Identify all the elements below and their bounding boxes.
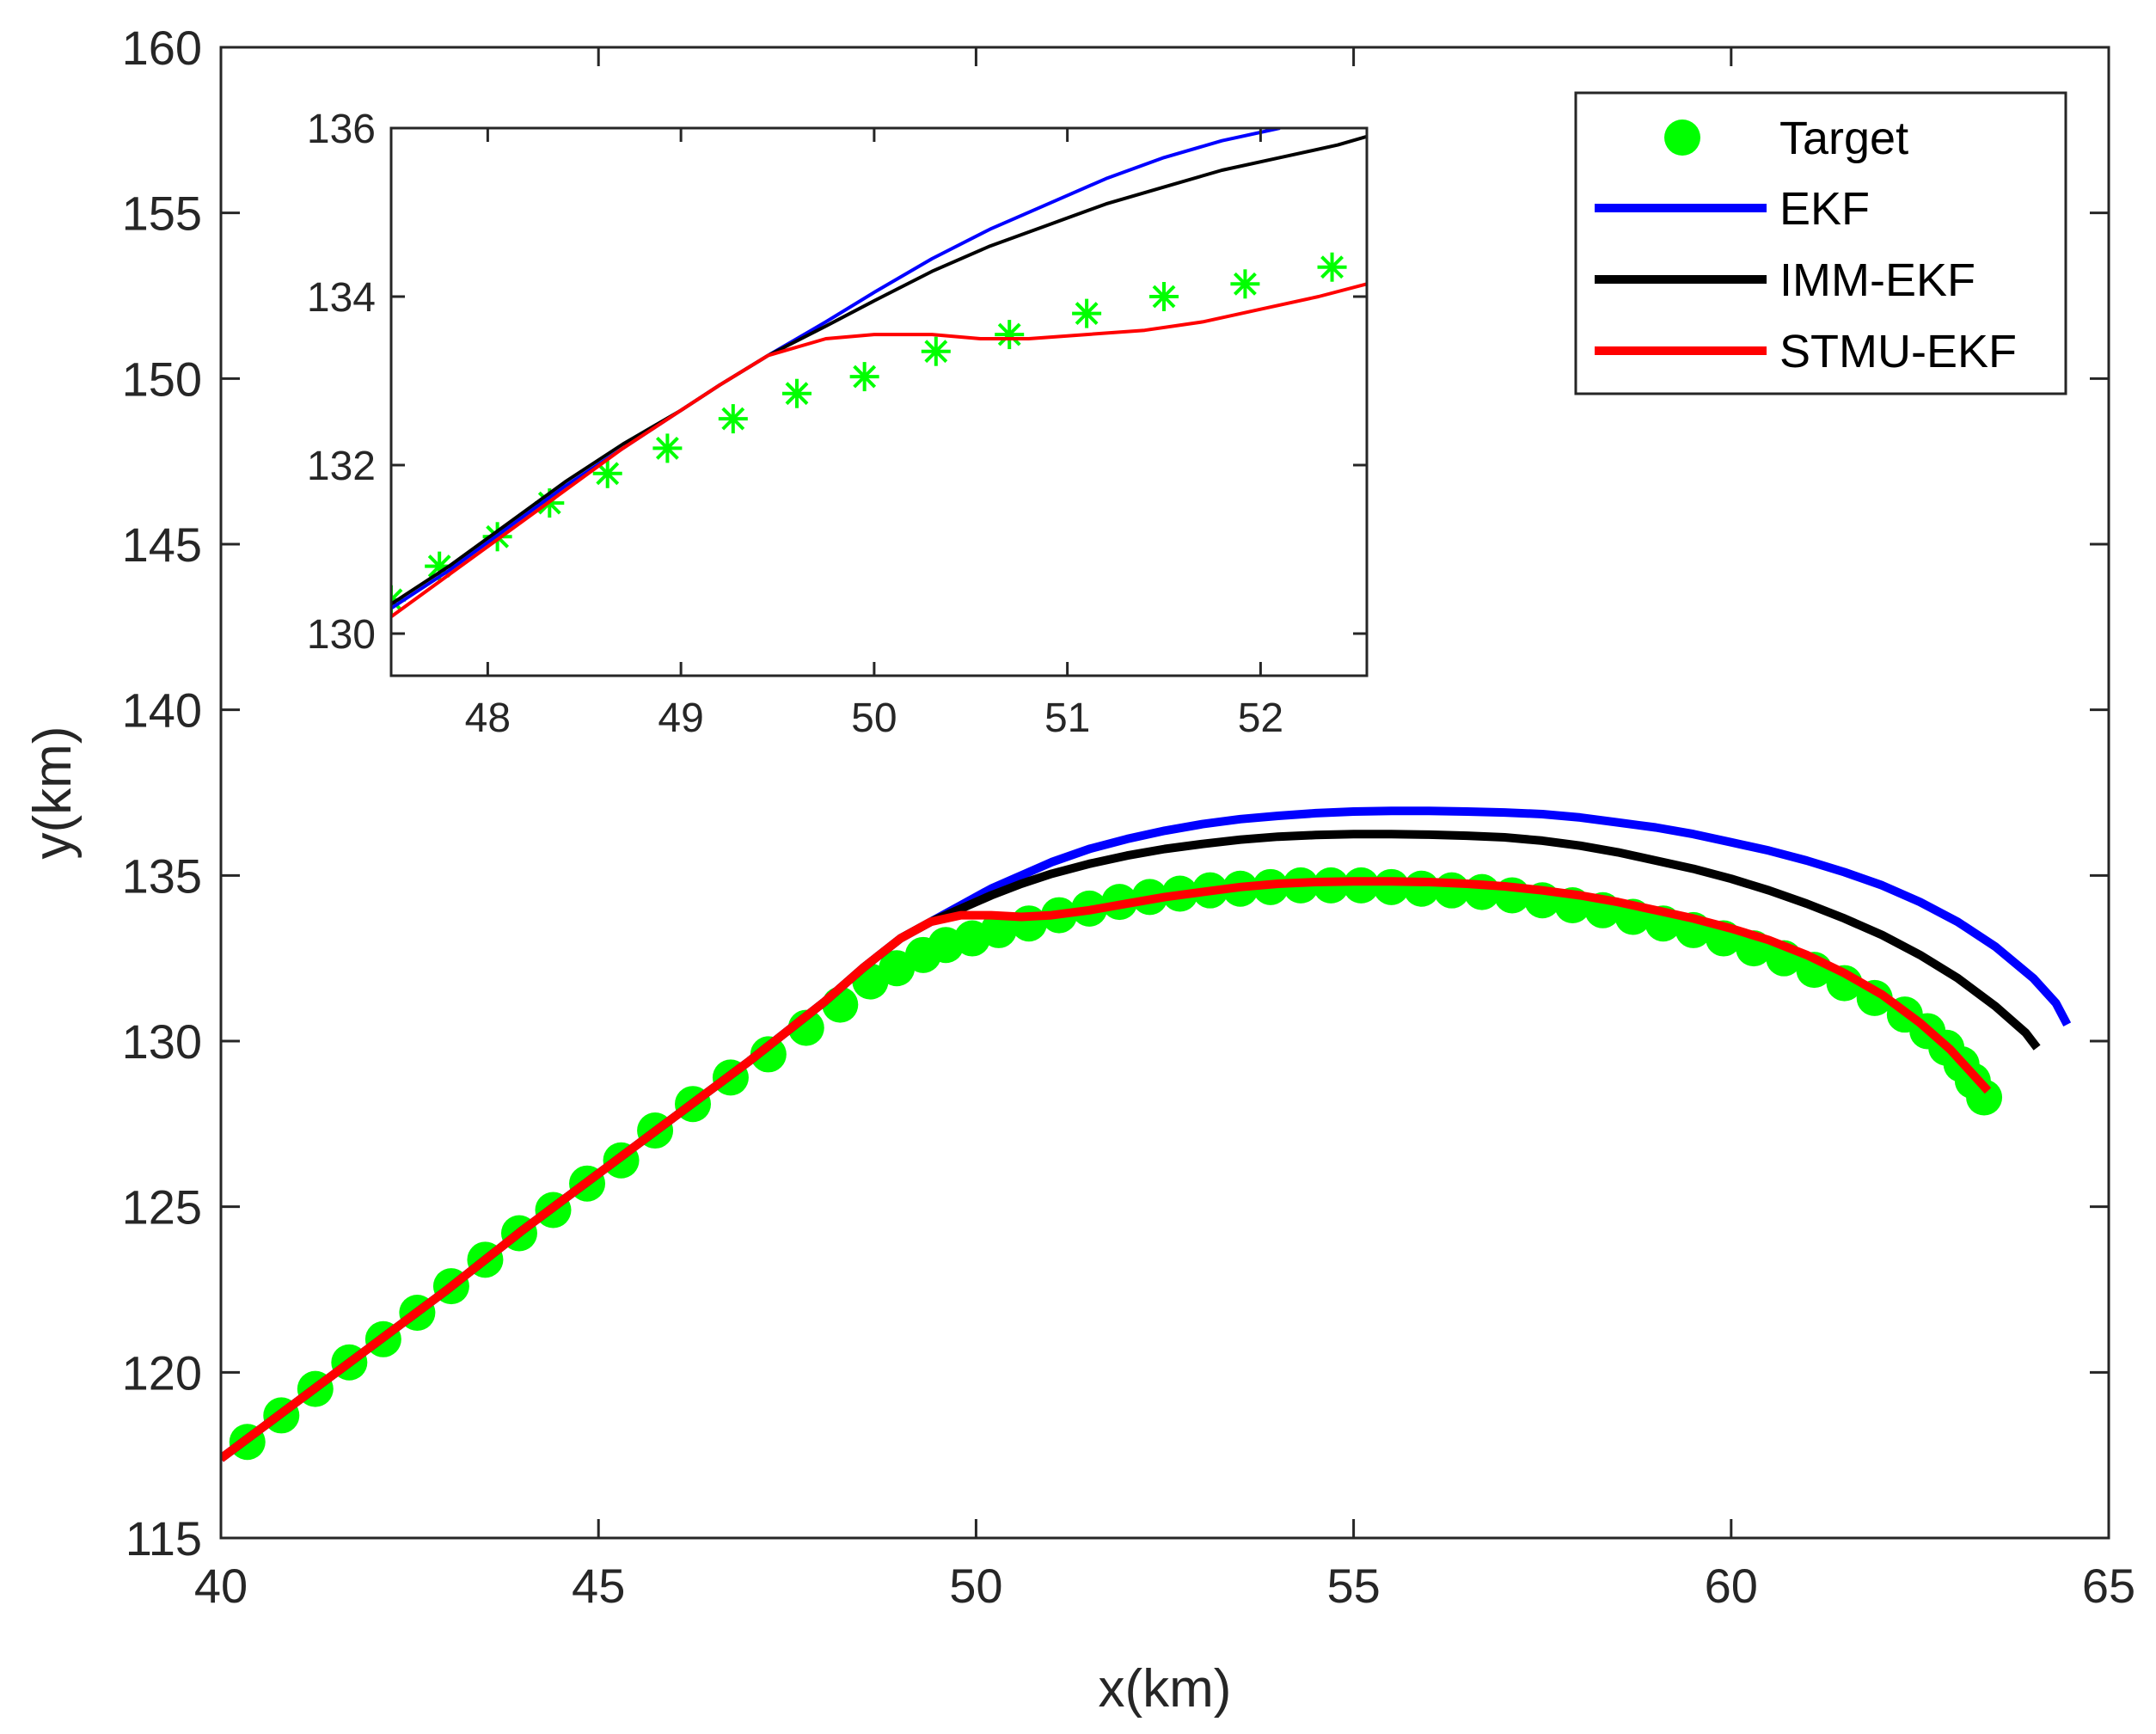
main-x-tick-label: 55	[1326, 1559, 1380, 1613]
inset-target-point	[592, 458, 622, 488]
inset-y-tick-label: 130	[307, 612, 376, 658]
legend-entry-imm-ekf: IMM-EKF	[1595, 254, 1975, 306]
main-x-tick-label: 60	[1705, 1559, 1758, 1613]
main-ticks-group: 40 45 50 55 60 65 115 120 125 130 135 140 145 150 155 1…	[122, 21, 2136, 1613]
x-axis-label: x(km)	[1099, 1659, 1232, 1719]
inset-x-tick-label: 50	[851, 695, 897, 741]
inset-series-group	[391, 128, 1367, 619]
legend-box	[1574, 91, 2067, 395]
inset-target-point-stroke	[924, 340, 948, 364]
inset-target-point-stroke	[997, 322, 1021, 346]
inset-y-tick-label: 136	[307, 107, 376, 152]
inset-target-point	[718, 404, 748, 434]
main-y-tick-label: 135	[122, 849, 202, 903]
legend-entry-target: Target	[1664, 113, 1908, 164]
inset-target-point-stroke	[1075, 302, 1099, 326]
legend-ekf-label: EKF	[1779, 183, 1870, 235]
inset-target-point-stroke	[391, 588, 403, 603]
inset-target-point-stroke	[1233, 272, 1257, 296]
main-target-point	[1010, 905, 1047, 942]
inset-target-point	[1149, 282, 1179, 311]
legend-stmu-ekf-label: STMU-EKF	[1779, 326, 2017, 377]
main-y-tick-label: 120	[122, 1345, 202, 1400]
main-series-stmu-ekf-line	[221, 877, 1992, 1462]
main-y-tick-label: 130	[122, 1014, 202, 1069]
main-y-tick-label: 115	[126, 1511, 202, 1566]
inset-plot-frame	[389, 126, 1369, 677]
main-y-tick-label: 125	[122, 1180, 202, 1235]
main-y-tick-label: 150	[122, 352, 202, 406]
inset-target-point	[1230, 269, 1260, 299]
main-x-tick-label: 50	[949, 1559, 1002, 1613]
main-y-tick-label: 160	[122, 21, 202, 75]
main-x-tick-label: 40	[194, 1559, 248, 1613]
legend-target-marker	[1664, 119, 1700, 156]
inset-target-point	[781, 378, 812, 408]
main-y-tick-label: 140	[122, 683, 202, 738]
inset-series-target	[391, 252, 1347, 615]
inset-ticks-group: 48 49 50 51 52 130 132 134 136	[307, 107, 1367, 741]
inset-target-point-stroke	[427, 555, 451, 579]
inset-x-tick-label: 48	[465, 695, 511, 741]
main-x-tick-label: 65	[2082, 1559, 2135, 1613]
inset-series-stmu-ekf-line	[391, 282, 1367, 619]
inset-target-point	[1072, 298, 1102, 328]
main-plot-frame	[219, 46, 2110, 1540]
inset-y-tick-label: 132	[307, 444, 376, 489]
inset-x-tick-label: 51	[1044, 695, 1090, 741]
inset-target-point-stroke	[721, 407, 745, 431]
inset-x-tick-label: 52	[1238, 695, 1283, 741]
inset-target-point	[1317, 252, 1347, 282]
inset-x-tick-label: 49	[658, 695, 703, 741]
inset-target-point	[921, 336, 951, 366]
main-series-group	[221, 806, 2072, 1462]
y-axis-label: y(km)	[23, 726, 83, 860]
inset-target-point	[849, 362, 879, 392]
inset-plot-background	[391, 128, 1367, 676]
main-y-tick-label: 145	[122, 518, 202, 572]
legend-imm-ekf-label: IMM-EKF	[1779, 254, 1975, 306]
main-target-point	[1966, 1079, 2003, 1116]
main-x-tick-label: 45	[572, 1559, 625, 1613]
main-target-point	[750, 1036, 787, 1073]
inset-series-ekf-line	[391, 128, 1281, 610]
inset-target-point-stroke	[655, 436, 679, 460]
inset-target-point-stroke	[853, 365, 877, 389]
legend-target-label: Target	[1779, 113, 1908, 164]
inset-target-point-stroke	[391, 597, 403, 612]
legend-entry-ekf: EKF	[1595, 183, 1870, 235]
inset-plot-area: 48 49 50 51 52 130 132 134 136	[307, 107, 1369, 741]
legend: Target EKF IMM-EKF STMU-EKF	[1574, 91, 2067, 395]
inset-target-point-stroke	[596, 462, 620, 486]
legend-entry-stmu-ekf: STMU-EKF	[1595, 326, 2017, 377]
inset-series-imm-ekf-line	[391, 134, 1367, 606]
main-y-tick-label: 155	[122, 187, 202, 241]
inset-target-point-stroke	[1152, 285, 1176, 309]
inset-target-point	[995, 320, 1025, 350]
inset-target-point-stroke	[1320, 255, 1344, 279]
inset-y-tick-label: 134	[307, 275, 376, 321]
inset-target-point	[652, 433, 683, 463]
inset-target-point-stroke	[785, 382, 809, 406]
main-target-point	[980, 911, 1017, 948]
